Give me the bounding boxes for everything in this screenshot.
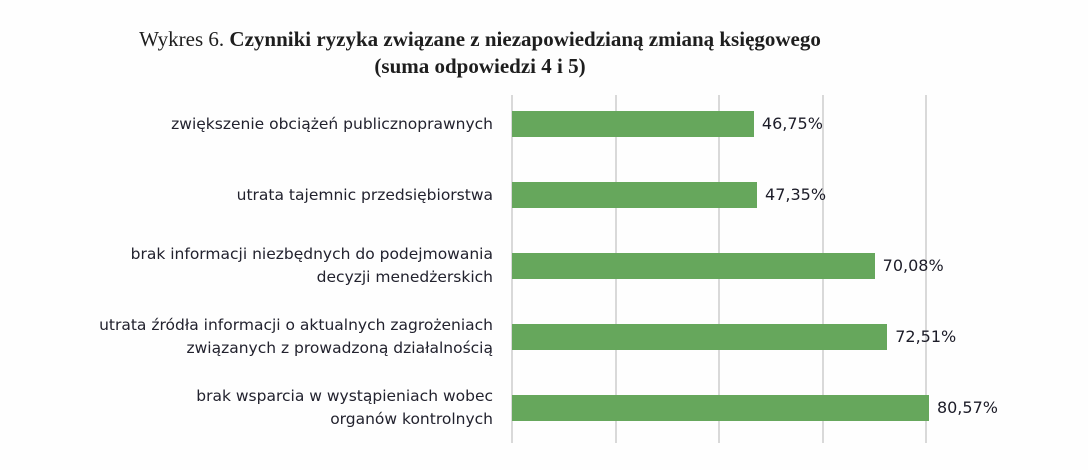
gridline	[925, 95, 927, 443]
category-label-line: związanych z prowadzoną działalnością	[186, 339, 493, 357]
category-label-line: brak wsparcia w wystąpieniach wobec	[196, 387, 493, 405]
bar	[512, 111, 754, 137]
category-label-line: zwiększenie obciążeń publicznoprawnych	[171, 114, 493, 133]
category-label-line: utrata tajemnic przedsiębiorstwa	[236, 185, 493, 204]
value-label: 46,75%	[761, 114, 823, 133]
value-label: 70,08%	[882, 256, 944, 275]
value-label: 80,57%	[936, 398, 998, 417]
category-label-line: organów kontrolnych	[330, 410, 493, 428]
category-label-line: utrata źródła informacji o aktualnych za…	[99, 316, 493, 334]
bar	[512, 324, 888, 350]
bar	[512, 395, 929, 421]
category-label-line: decyzji menedżerskich	[316, 268, 493, 286]
category-label-line: brak informacji niezbędnych do podejmowa…	[130, 245, 493, 263]
category-label: utrata tajemnic przedsiębiorstwa	[13, 184, 493, 207]
category-label: brak informacji niezbędnych do podejmowa…	[13, 243, 493, 289]
chart-title-prefix: Wykres 6.	[139, 27, 225, 51]
bar	[512, 182, 758, 208]
chart-subtitle: (suma odpowiedzi 4 i 5)	[374, 54, 586, 78]
value-label: 47,35%	[765, 185, 827, 204]
category-label: zwiększenie obciążeń publicznoprawnych	[13, 113, 493, 136]
category-label: brak wsparcia w wystąpieniach wobec organ…	[13, 385, 493, 431]
chart-title: Wykres 6. Czynniki ryzyka związane z nie…	[0, 26, 960, 80]
bar	[512, 253, 875, 279]
category-label: utrata źródła informacji o aktualnych za…	[13, 314, 493, 360]
plot-area: 46,75% 47,35% 70,08% 72,51% 80,57%	[511, 95, 1032, 443]
value-label: 72,51%	[895, 327, 957, 346]
chart-title-main: Czynniki ryzyka związane z niezapowiedzi…	[229, 27, 821, 51]
